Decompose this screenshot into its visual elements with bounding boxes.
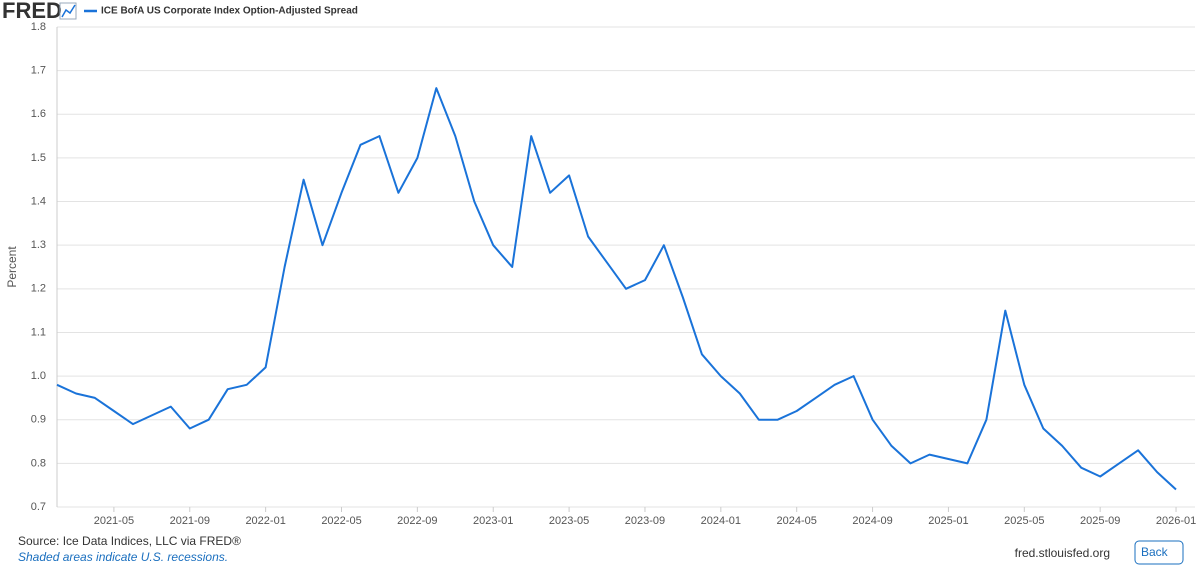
x-tick-label: 2021-05 — [94, 515, 134, 527]
note: Shaded areas indicate U.S. recessions. — [18, 550, 228, 564]
x-tick-label: 2022-09 — [397, 515, 437, 527]
y-tick-label: 1.4 — [31, 195, 46, 207]
source: Source: Ice Data Indices, LLC via FRED® — [18, 534, 241, 548]
y-tick-label: 1.5 — [31, 152, 46, 164]
x-tick-label: 2023-01 — [473, 515, 513, 527]
y-tick-label: 1.6 — [31, 108, 46, 120]
y-tick-label: 1.8 — [31, 21, 46, 33]
x-tick-label: 2025-01 — [928, 515, 968, 527]
y-tick-label: 1.2 — [31, 283, 46, 295]
x-tick-label: 2022-05 — [321, 515, 361, 527]
y-tick-label: 0.8 — [31, 457, 46, 469]
x-tick-label: 2024-01 — [701, 515, 741, 527]
y-tick-label: 1.3 — [31, 239, 46, 251]
x-tick-label: 2023-09 — [625, 515, 665, 527]
brand-icon-frame — [59, 2, 77, 20]
back-button-frame[interactable] — [1134, 540, 1184, 565]
back-button-label[interactable]: Back — [1141, 545, 1169, 559]
x-tick-label: 2021-09 — [170, 515, 210, 527]
y-tick-label: 0.9 — [31, 414, 46, 426]
x-tick-label: 2024-09 — [852, 515, 892, 527]
y-axis-label: Percent — [5, 246, 19, 288]
y-tick-label: 1.7 — [31, 65, 46, 77]
legend-label: ICE BofA US Corporate Index Option-Adjus… — [101, 6, 358, 17]
back-button[interactable]: Back — [1134, 540, 1184, 565]
x-tick-label: 2025-05 — [1004, 515, 1044, 527]
credit: fred.stlouisfed.org — [1015, 546, 1110, 560]
x-tick-label: 2026-01 — [1156, 515, 1196, 527]
data-line — [56, 87, 1177, 491]
y-tick-label: 0.7 — [31, 501, 46, 513]
brand-icon — [61, 4, 76, 18]
y-tick-label: 1.0 — [31, 370, 46, 382]
brand-logo: FRED — [2, 0, 62, 23]
x-tick-label: 2023-05 — [549, 515, 589, 527]
x-tick-label: 2022-01 — [245, 515, 285, 527]
y-tick-label: 1.1 — [31, 326, 46, 338]
x-tick-label: 2024-05 — [777, 515, 817, 527]
x-tick-label: 2025-09 — [1080, 515, 1120, 527]
